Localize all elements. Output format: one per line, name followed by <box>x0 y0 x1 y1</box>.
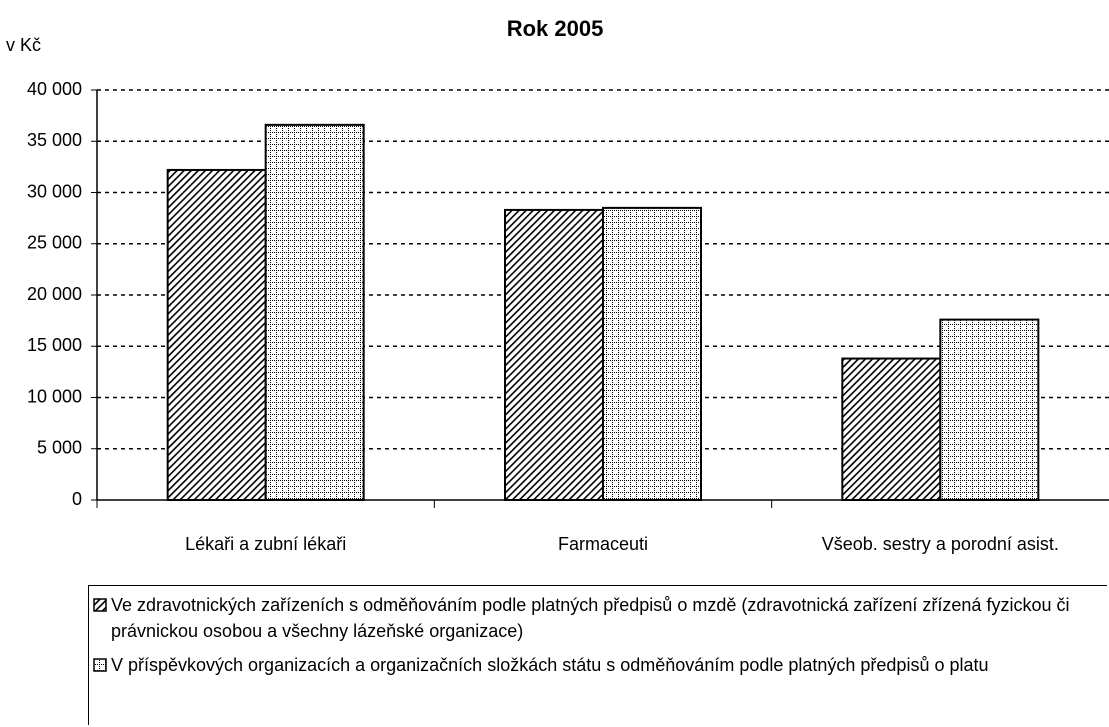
x-tick-label: Všeob. sestry a porodní asist. <box>822 534 1059 554</box>
legend-label: V příspěvkových organizacích a organizač… <box>111 655 989 675</box>
x-tick-label: Farmaceuti <box>558 534 648 554</box>
bar <box>166 168 267 501</box>
y-axis-label: v Kč <box>6 35 41 55</box>
y-tick-label: 30 000 <box>27 181 82 201</box>
legend-swatch-box <box>93 658 107 672</box>
y-tick-label: 25 000 <box>27 233 82 253</box>
y-tick-label: 10 000 <box>27 386 82 406</box>
x-tick-label: Lékaři a zubní lékaři <box>185 534 346 554</box>
bar <box>264 123 365 501</box>
y-tick-label: 0 <box>72 489 82 509</box>
legend-item: V příspěvkových organizacích a organizač… <box>93 652 1099 678</box>
legend: Ve zdravotnických zařízeních s odměňován… <box>88 585 1107 725</box>
bar <box>602 206 702 501</box>
y-tick-label: 40 000 <box>27 79 82 99</box>
chart-title: Rok 2005 <box>507 16 604 41</box>
chart: Rok 2005 v Kč 0 5 000 10 000 15 000 20 000 25… <box>6 16 1109 554</box>
bar <box>504 208 604 502</box>
legend-item: Ve zdravotnických zařízeních s odměňován… <box>93 592 1099 644</box>
bar <box>841 357 942 501</box>
bar <box>939 318 1040 501</box>
y-tick-label: 35 000 <box>27 130 82 150</box>
y-tick-label: 5 000 <box>37 438 82 458</box>
legend-label: Ve zdravotnických zařízeních s odměňován… <box>111 595 1070 641</box>
y-tick-label: 15 000 <box>27 335 82 355</box>
legend-swatch <box>93 598 107 612</box>
y-tick-label: 20 000 <box>27 284 82 304</box>
legend-swatch <box>93 658 107 672</box>
legend-swatch-box <box>93 598 107 612</box>
